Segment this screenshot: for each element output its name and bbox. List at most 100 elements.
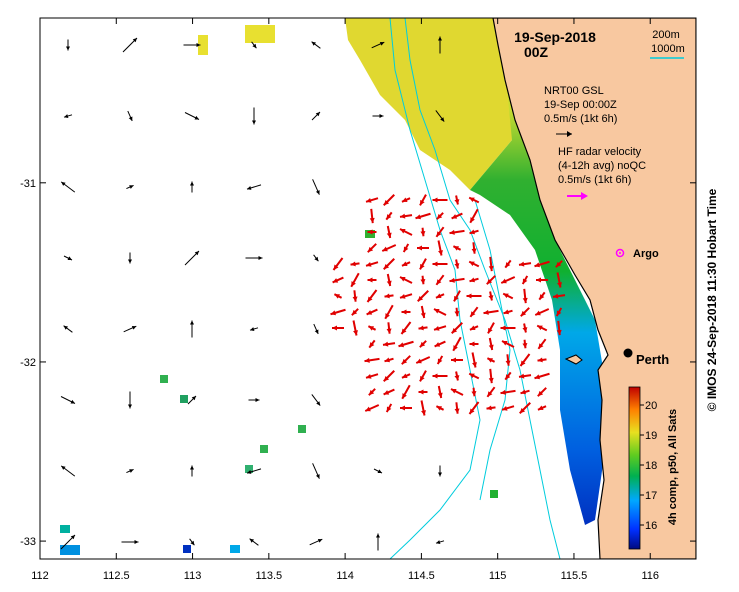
- sst-patch: [245, 25, 275, 43]
- hf-radar-arrow: [504, 259, 512, 269]
- sst-shelf-band: [470, 18, 605, 525]
- sst-patch: [198, 35, 208, 55]
- hf-radar-arrow: [332, 257, 344, 271]
- hf-radar-arrow: [452, 336, 462, 352]
- hf-radar-arrow: [364, 404, 380, 412]
- hf-radar-arrow: [486, 386, 496, 398]
- model-current-arrow: [248, 398, 260, 402]
- hf-radar-arrow: [537, 405, 547, 411]
- hf-radar-arrow: [333, 293, 343, 299]
- model-current-arrow: [313, 323, 319, 335]
- model-current-arrow: [249, 327, 259, 331]
- hf-radar-arrow: [366, 289, 378, 303]
- hf-radar-arrow: [350, 261, 360, 267]
- hf-radar-arrow: [449, 277, 465, 283]
- copyright-caption: © IMOS 24-Sep-2018 11:30 Hobart Time: [705, 188, 719, 412]
- x-tick-label: 112.5: [103, 570, 130, 582]
- hf-radar-arrow: [534, 308, 550, 316]
- radar-legend-line-2: (4-12h avg) noQC: [558, 160, 646, 172]
- hf-radar-arrow: [537, 338, 547, 350]
- hf-radar-arrow: [471, 352, 477, 368]
- radar-legend-line-3: 0.5m/s (1kt 6h): [558, 174, 631, 186]
- hf-radar-arrow: [419, 370, 427, 382]
- model-current-arrow: [245, 256, 263, 260]
- argo-float-icon: [615, 248, 625, 258]
- hf-radar-arrow: [466, 293, 482, 299]
- model-current-arrow: [246, 184, 262, 190]
- model-current-arrow: [373, 468, 383, 474]
- sst-patch: [160, 375, 168, 383]
- model-current-arrow: [251, 41, 257, 49]
- hf-radar-arrow: [469, 341, 479, 347]
- sst-patch: [490, 490, 498, 498]
- radar-legend-line-1: HF radar velocity: [558, 146, 642, 158]
- hf-radar-arrow: [415, 356, 431, 364]
- hf-radar-arrow: [552, 293, 566, 299]
- model-current-arrow: [190, 181, 194, 193]
- hf-radar-arrow: [368, 388, 376, 396]
- hf-radar-arrow: [471, 242, 477, 254]
- hf-radar-arrow: [454, 402, 460, 414]
- rottnest-island: [564, 354, 583, 365]
- perth-label: Perth: [636, 352, 669, 367]
- hf-radar-arrow: [401, 261, 411, 267]
- x-tick-label: 112: [31, 570, 49, 582]
- hf-radar-arrow: [486, 275, 496, 285]
- hf-radar-arrow: [453, 290, 461, 302]
- model-current-arrow: [313, 254, 319, 262]
- model-current-arrow: [60, 534, 76, 550]
- model-current-arrow: [249, 538, 259, 546]
- hf-radar-arrow: [518, 261, 532, 267]
- hf-radar-arrow: [500, 325, 516, 331]
- hf-radar-arrow: [488, 368, 494, 384]
- hf-radar-arrow: [449, 229, 465, 235]
- colorbar-tick-label: 20: [645, 400, 657, 412]
- hf-radar-arrow: [383, 258, 395, 270]
- hf-radar-arrow: [488, 337, 494, 351]
- model-legend-line-1: NRT00 GSL: [544, 85, 604, 97]
- model-current-arrow: [63, 325, 73, 333]
- hf-radar-arrow: [385, 211, 393, 221]
- hf-radar-arrow: [451, 322, 463, 334]
- hf-radar-arrow: [400, 405, 412, 411]
- hf-radar-arrow: [450, 388, 464, 396]
- hf-radar-arrow: [367, 325, 377, 331]
- model-current-arrow: [127, 110, 133, 122]
- hf-radar-arrow: [367, 229, 377, 235]
- hf-radar-arrow: [555, 260, 563, 268]
- time-title: 00Z: [524, 44, 549, 60]
- radar-legend-arrow-icon: [567, 192, 588, 200]
- hf-radar-arrow: [538, 291, 546, 301]
- hf-radar-arrow: [501, 405, 515, 411]
- hf-radar-arrow: [382, 341, 396, 347]
- model-current-arrow: [63, 114, 73, 118]
- model-current-arrow: [312, 179, 320, 195]
- model-current-arrow: [184, 112, 200, 120]
- hf-radar-arrow: [365, 261, 379, 267]
- hf-radar-arrow: [418, 325, 428, 331]
- model-current-arrow: [371, 41, 385, 49]
- hf-radar-arrow: [537, 387, 547, 397]
- hf-radar-arrow: [364, 357, 380, 363]
- hf-radar-arrow: [367, 243, 377, 253]
- hf-radar-arrow: [401, 309, 411, 315]
- hf-radar-arrow: [488, 256, 494, 272]
- hf-radar-arrow: [487, 322, 495, 334]
- model-current-arrow: [311, 394, 321, 406]
- sst-patch: [180, 395, 188, 403]
- colorbar-tick-label: 19: [645, 430, 657, 442]
- argo-label: Argo: [633, 248, 659, 260]
- sst-patch: [230, 545, 240, 553]
- model-current-arrow: [438, 36, 442, 54]
- plot-frame: [39, 17, 697, 560]
- hf-radar-arrow: [503, 309, 513, 315]
- x-tick-label: 114.5: [408, 570, 435, 582]
- hf-radar-arrow: [486, 357, 496, 363]
- hf-radar-arrow: [454, 195, 460, 205]
- model-current-arrow: [184, 250, 200, 266]
- hf-radar-arrow: [386, 273, 392, 287]
- model-current-arrow: [435, 110, 445, 122]
- hf-radar-arrow: [469, 208, 479, 224]
- hf-radar-arrow: [384, 293, 394, 299]
- hf-radar-arrow: [521, 275, 529, 285]
